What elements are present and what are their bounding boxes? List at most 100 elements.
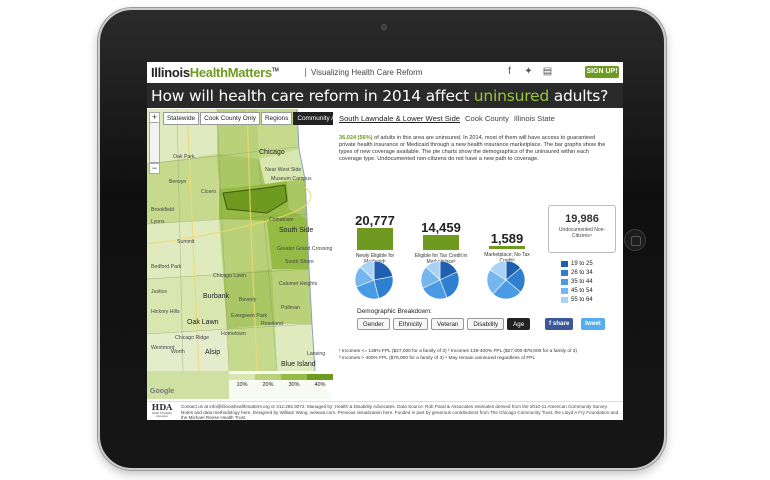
- signup-button[interactable]: SIGN UP!: [585, 66, 619, 78]
- area-name-link[interactable]: South Lawndale & Lower West Side: [339, 114, 461, 123]
- label-evergreen-park: Evergreen Park: [231, 313, 268, 319]
- ipad-screen: IllinoisHealthMattersTM Visualizing Heal…: [147, 62, 623, 420]
- zoom-slider[interactable]: [149, 123, 160, 163]
- footnote-line: ³ Incomes > 400% FPL ($78,000 for a fami…: [339, 356, 536, 361]
- label-hickory-hills: Hickory Hills: [151, 309, 180, 315]
- bar-value-tax-credit: 14,459: [421, 220, 461, 235]
- legend-label: 40%: [314, 382, 326, 388]
- state-link[interactable]: Illinois State: [513, 114, 555, 123]
- hda-logo-mark: HDA: [151, 402, 173, 412]
- legend-swatch-30: [281, 374, 307, 380]
- label-chicago-lawn: Chicago Lawn: [213, 273, 246, 279]
- site-logo[interactable]: IllinoisHealthMattersTM: [151, 65, 279, 80]
- logo-part2: HealthMatters: [189, 65, 272, 80]
- uninsured-count: 36,024 (56%): [339, 135, 373, 141]
- tweet-button[interactable]: tweet: [581, 318, 605, 330]
- logo-part1: Illinois: [151, 65, 190, 80]
- label-beverly: Beverly: [239, 297, 257, 303]
- twitter-icon[interactable]: ✦: [524, 66, 533, 77]
- demo-button-ethnicity[interactable]: Ethnicity: [392, 318, 429, 330]
- undocumented-label: Undocumented Non-Citizens⁴: [558, 227, 606, 239]
- label-near-west-side: Near West Side: [265, 167, 302, 173]
- top-bar: IllinoisHealthMattersTM Visualizing Heal…: [147, 62, 623, 82]
- label-roseland: Roseland: [261, 321, 283, 327]
- social-icons: i f ✦ ▤: [504, 66, 553, 77]
- bar-tax-credit[interactable]: 14,459 Eligible for Tax Credit in Market…: [411, 220, 471, 265]
- pie-medicaid[interactable]: [354, 260, 394, 300]
- facebook-icon[interactable]: f: [508, 66, 511, 77]
- legend-label: 30%: [288, 382, 300, 388]
- label-westmont: Westmont: [151, 345, 175, 351]
- title-highlight: uninsured: [473, 87, 550, 105]
- age-label: 19 to 25: [571, 260, 593, 267]
- footer-text: Contact us at info@illinoishealthmatters…: [181, 404, 619, 420]
- age-label: 26 to 34: [571, 269, 593, 276]
- map-canvas[interactable]: [147, 109, 333, 399]
- summary-text: of adults in this area are uninsured. In…: [339, 135, 606, 162]
- undocumented-value: 19,986: [565, 213, 599, 225]
- footer: HDA Health & Disability Advocates Contac…: [147, 401, 623, 420]
- pie-no-tax-credit[interactable]: [486, 260, 526, 300]
- pie-slice[interactable]: [359, 260, 375, 281]
- logo-tm: TM: [271, 67, 279, 74]
- pie-slice[interactable]: [492, 279, 522, 300]
- age-label: 35 to 44: [571, 278, 593, 285]
- undocumented-box: 19,986 Undocumented Non-Citizens⁴: [548, 205, 616, 253]
- demo-button-age[interactable]: Age: [507, 318, 531, 330]
- age-swatch: [561, 287, 568, 294]
- tab-statewide[interactable]: Statewide: [163, 112, 200, 125]
- pie-slice[interactable]: [425, 260, 441, 281]
- demo-button-disability[interactable]: Disability: [467, 318, 505, 330]
- legend-swatch-10: [229, 374, 255, 380]
- label-lyons: Lyons: [151, 219, 165, 225]
- home-button[interactable]: [624, 229, 646, 251]
- bar-medicaid[interactable]: 20,777 Newly Eligible for Medicaid¹: [345, 213, 405, 265]
- bar-value-medicaid: 20,777: [355, 213, 395, 228]
- label-alsip: Alsip: [205, 349, 221, 356]
- age-swatch: [561, 269, 568, 276]
- tab-cook-county-only[interactable]: Cook County Only: [200, 112, 260, 125]
- label-pullman: Pullman: [281, 305, 300, 311]
- age-legend-item: 45 to 54: [561, 286, 593, 295]
- label-summit: Summit: [177, 239, 195, 245]
- zoom-out-button[interactable]: −: [149, 163, 160, 174]
- camera-icon: [381, 24, 387, 30]
- zoom-in-button[interactable]: +: [149, 112, 160, 123]
- title-prefix: How will health care reform in 2014 affe…: [151, 87, 474, 105]
- page-title: How will health care reform in 2014 affe…: [151, 87, 608, 105]
- label-justice: Justice: [151, 289, 168, 295]
- headline-bar: How will health care reform in 2014 affe…: [147, 83, 623, 108]
- label-bedford-park: Bedford Park: [151, 264, 182, 270]
- facebook-share-button[interactable]: f share: [545, 318, 574, 330]
- pie-slice[interactable]: [489, 260, 507, 281]
- bar-value-no-tax-credit: 1,589: [490, 231, 524, 246]
- label-brookfield: Brookfield: [151, 207, 175, 213]
- county-link[interactable]: Cook County: [465, 114, 509, 123]
- label-museum-campus: Museum Campus: [271, 176, 312, 182]
- label-chicago: Chicago: [259, 149, 285, 156]
- tab-regions[interactable]: Regions: [260, 112, 293, 125]
- demographic-title: Demographic Breakdown:: [357, 308, 432, 315]
- legend-label: 10%: [236, 382, 248, 388]
- label-south-side: South Side: [279, 227, 314, 234]
- google-attribution[interactable]: Google: [150, 388, 175, 395]
- label-oak-lawn: Oak Lawn: [187, 319, 219, 326]
- label-chicago-ridge: Chicago Ridge: [175, 335, 210, 341]
- footnotes: ¹ Incomes <= 138% FPL ($27,000 for a fam…: [339, 348, 621, 362]
- map-legend: [229, 374, 333, 380]
- bar-mark-no-tax-credit: [489, 246, 525, 249]
- tab-community-areas[interactable]: Community Areas: [293, 112, 333, 125]
- pie-tax-credit[interactable]: [420, 260, 460, 300]
- label-south-shore: South Shore: [285, 259, 314, 265]
- age-swatch: [561, 278, 568, 285]
- label-greater-grand-crossing: Greater Grand Crossing: [277, 246, 333, 252]
- demo-button-gender[interactable]: Gender: [357, 318, 390, 330]
- hda-logo[interactable]: HDA Health & Disability Advocates: [151, 403, 173, 420]
- demo-button-veteran[interactable]: Veteran: [431, 318, 465, 330]
- age-legend-item: 55 to 64: [561, 295, 593, 304]
- map-panel[interactable]: + − Statewide Cook County Only Regions C…: [147, 109, 333, 399]
- location-header: South Lawndale & Lower West Side Cook Cou…: [339, 114, 555, 123]
- print-icon[interactable]: ▤: [542, 66, 553, 77]
- title-suffix: adults?: [549, 87, 609, 105]
- legend-label: 20%: [262, 382, 274, 388]
